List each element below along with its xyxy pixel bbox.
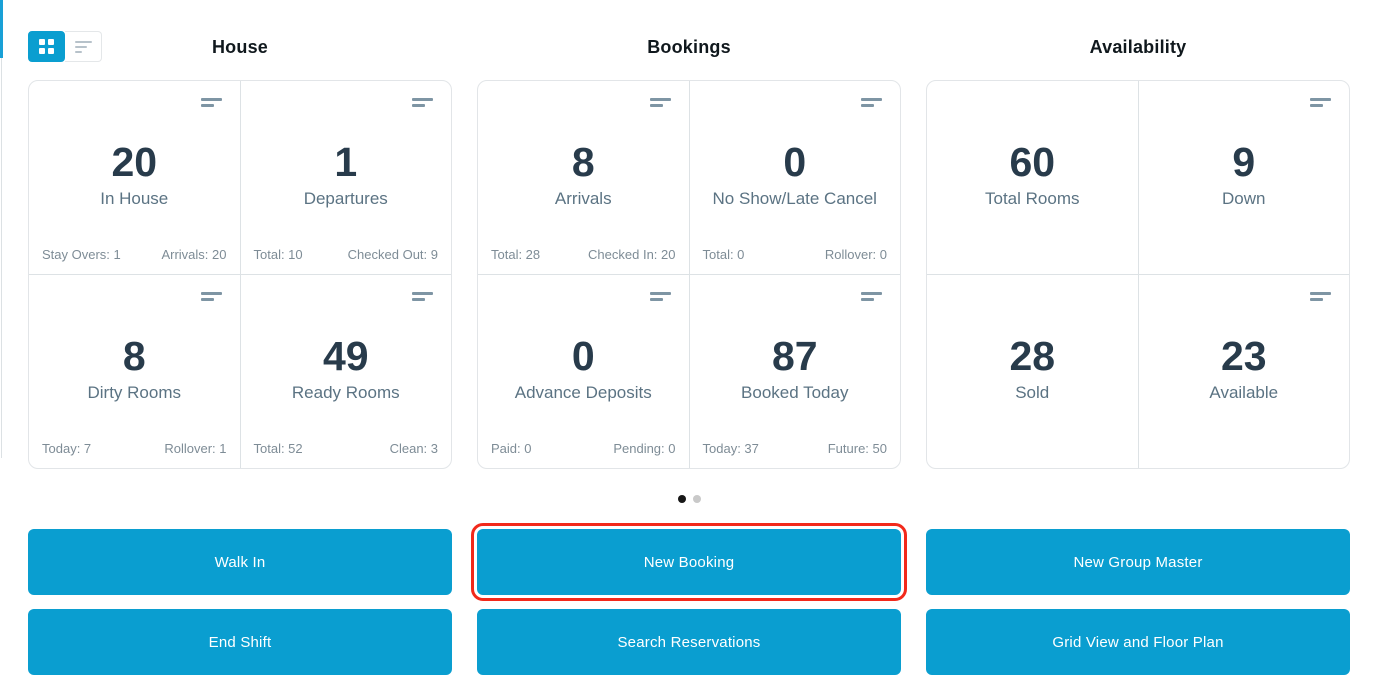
stat-card-group: 20 In House Stay Overs: 1 Arrivals: 20 1… (28, 80, 452, 469)
stat-label: Ready Rooms (291, 382, 400, 402)
grid-view-button[interactable] (28, 31, 65, 62)
stat-footer-left: Paid: 0 (491, 441, 532, 456)
stat-footer-left: Today: 37 (702, 441, 759, 456)
stat-footer-right: Pending: 0 (613, 441, 676, 456)
stat-card[interactable]: 9 Down (1138, 81, 1349, 274)
section-title-bookings: Bookings (647, 36, 731, 57)
walk-in-button[interactable]: Walk In (28, 529, 452, 595)
stat-footer-left: Total: 28 (491, 247, 541, 262)
stat-label: Down (1222, 188, 1266, 208)
stat-label: Total Rooms (985, 188, 1080, 208)
stat-label: In House (100, 188, 169, 208)
stat-card[interactable]: 20 In House Stay Overs: 1 Arrivals: 20 (29, 81, 240, 274)
stat-footer-left: Today: 7 (42, 441, 92, 456)
card-menu-icon[interactable] (649, 98, 672, 107)
stat-label: Advance Deposits (514, 382, 652, 402)
card-menu-icon[interactable] (861, 98, 883, 107)
action-buttons: Walk In New Booking New Group Master End Sh… (28, 523, 1350, 675)
stat-value: 28 (1009, 333, 1056, 380)
stat-card[interactable]: 8 Dirty Rooms Today: 7 Rollover: 1 (29, 275, 240, 468)
new-group-master-button[interactable]: New Group Master (926, 529, 1350, 595)
stat-value: 0 (783, 139, 807, 186)
card-menu-icon[interactable] (200, 292, 223, 301)
card-menu-icon[interactable] (200, 98, 223, 107)
end-shift-button[interactable]: End Shift (28, 609, 452, 675)
card-menu-icon[interactable] (861, 292, 883, 301)
stat-value: 49 (322, 333, 369, 380)
stat-card[interactable]: 28 Sold (927, 275, 1138, 468)
stat-card[interactable]: 49 Ready Rooms Total: 52 Clean: 3 (240, 275, 451, 468)
stat-card[interactable]: 0 Advance Deposits Paid: 0 Pending: 0 (478, 275, 689, 468)
new-booking-button[interactable]: New Booking (471, 523, 907, 601)
grid-view-and-floor-plan-button[interactable]: Grid View and Floor Plan (926, 609, 1350, 675)
card-menu-icon[interactable] (412, 292, 434, 301)
stat-footer-right: Checked In: 20 (588, 247, 676, 262)
stat-footer-right: Future: 50 (827, 441, 887, 456)
search-reservations-button[interactable]: Search Reservations (477, 609, 901, 675)
left-edge-divider (1, 58, 2, 458)
section-title-house: House (211, 36, 268, 57)
stat-footer-left: Total: 0 (702, 247, 745, 262)
left-edge-accent-bar (0, 0, 3, 58)
card-menu-icon[interactable] (1310, 98, 1332, 107)
stat-card[interactable]: 8 Arrivals Total: 28 Checked In: 20 (478, 81, 689, 274)
grid-view-icon (39, 39, 54, 54)
stat-card[interactable]: 0 No Show/Late Cancel Total: 0 Rollover:… (689, 81, 900, 274)
dashboard: House Bookings Availability 20 In House … (28, 30, 1350, 675)
stat-card[interactable]: 23 Available (1138, 275, 1349, 468)
stat-footer-left: Total: 10 (253, 247, 303, 262)
stat-value: 1 (334, 139, 358, 186)
stat-value: 0 (571, 333, 595, 380)
stat-value: 87 (771, 333, 818, 380)
card-menu-icon[interactable] (1310, 292, 1332, 301)
stat-card-group: 8 Arrivals Total: 28 Checked In: 20 0 No… (477, 80, 901, 469)
carousel-dots (28, 495, 1350, 503)
stat-card[interactable]: 60 Total Rooms (927, 81, 1138, 274)
stat-label: No Show/Late Cancel (712, 188, 877, 208)
carousel-dot[interactable] (692, 495, 701, 503)
card-menu-icon[interactable] (649, 292, 672, 301)
list-view-icon (74, 40, 92, 53)
stat-card[interactable]: 87 Booked Today Today: 37 Future: 50 (689, 275, 900, 468)
list-view-button[interactable] (65, 31, 102, 62)
card-menu-icon[interactable] (412, 98, 434, 107)
stat-label: Departures (303, 188, 388, 208)
stat-footer-right: Rollover: 0 (824, 247, 887, 262)
stat-card-group: 60 Total Rooms 9 Down 28 Sold (926, 80, 1350, 469)
stat-label: Arrivals (554, 188, 612, 208)
dashboard-header: House Bookings Availability (28, 30, 1350, 64)
stat-value: 60 (1009, 139, 1056, 186)
carousel-dot[interactable] (677, 495, 686, 503)
stat-label: Dirty Rooms (87, 382, 181, 402)
stat-footer-right: Clean: 3 (389, 441, 438, 456)
view-toggle (28, 31, 102, 62)
stat-value: 8 (122, 333, 146, 380)
stat-footer-right: Rollover: 1 (164, 441, 227, 456)
stat-footer-right: Arrivals: 20 (161, 247, 227, 262)
stat-footer-left: Total: 52 (253, 441, 303, 456)
stat-card[interactable]: 1 Departures Total: 10 Checked Out: 9 (240, 81, 451, 274)
stat-value: 20 (111, 139, 158, 186)
stat-label: Booked Today (741, 382, 849, 402)
stat-footer-left: Stay Overs: 1 (42, 247, 121, 262)
stat-value: 23 (1220, 333, 1267, 380)
stat-label: Sold (1015, 382, 1050, 402)
stat-label: Available (1209, 382, 1279, 402)
stat-value: 9 (1232, 139, 1256, 186)
stat-footer-right: Checked Out: 9 (347, 247, 438, 262)
section-title-availability: Availability (1089, 36, 1187, 57)
stat-value: 8 (571, 139, 595, 186)
stat-card-groups: 20 In House Stay Overs: 1 Arrivals: 20 1… (28, 80, 1350, 469)
